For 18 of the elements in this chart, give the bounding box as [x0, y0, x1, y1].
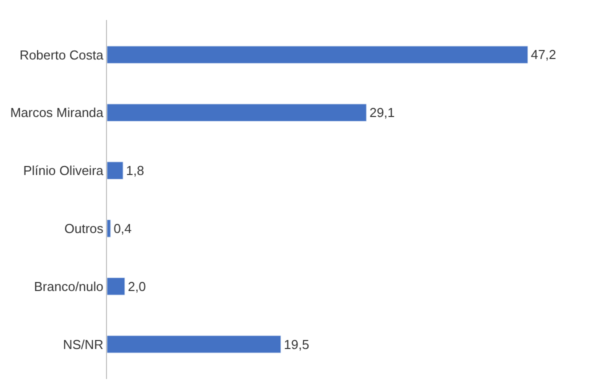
y-tick-label: Outros: [64, 221, 104, 236]
bar: [107, 220, 111, 238]
y-tick-label: Plínio Oliveira: [23, 163, 104, 178]
data-label: 29,1: [369, 105, 395, 120]
bar: [107, 335, 282, 354]
data-label: 2,0: [128, 278, 146, 294]
data-label: 1,8: [126, 163, 144, 178]
bar: [107, 162, 124, 180]
data-label: 47,2: [530, 47, 556, 62]
y-tick-label: Marcos Miranda: [10, 105, 104, 120]
data-label: 0,4: [114, 220, 132, 236]
y-tick-label: Branco/nulo: [34, 278, 104, 294]
bar: [107, 277, 126, 296]
y-tick-label: Roberto Costa: [20, 47, 104, 62]
data-label: 19,5: [284, 336, 310, 352]
bar: [107, 46, 528, 64]
y-tick-label: NS/NR: [62, 336, 104, 352]
bar: [107, 104, 367, 122]
